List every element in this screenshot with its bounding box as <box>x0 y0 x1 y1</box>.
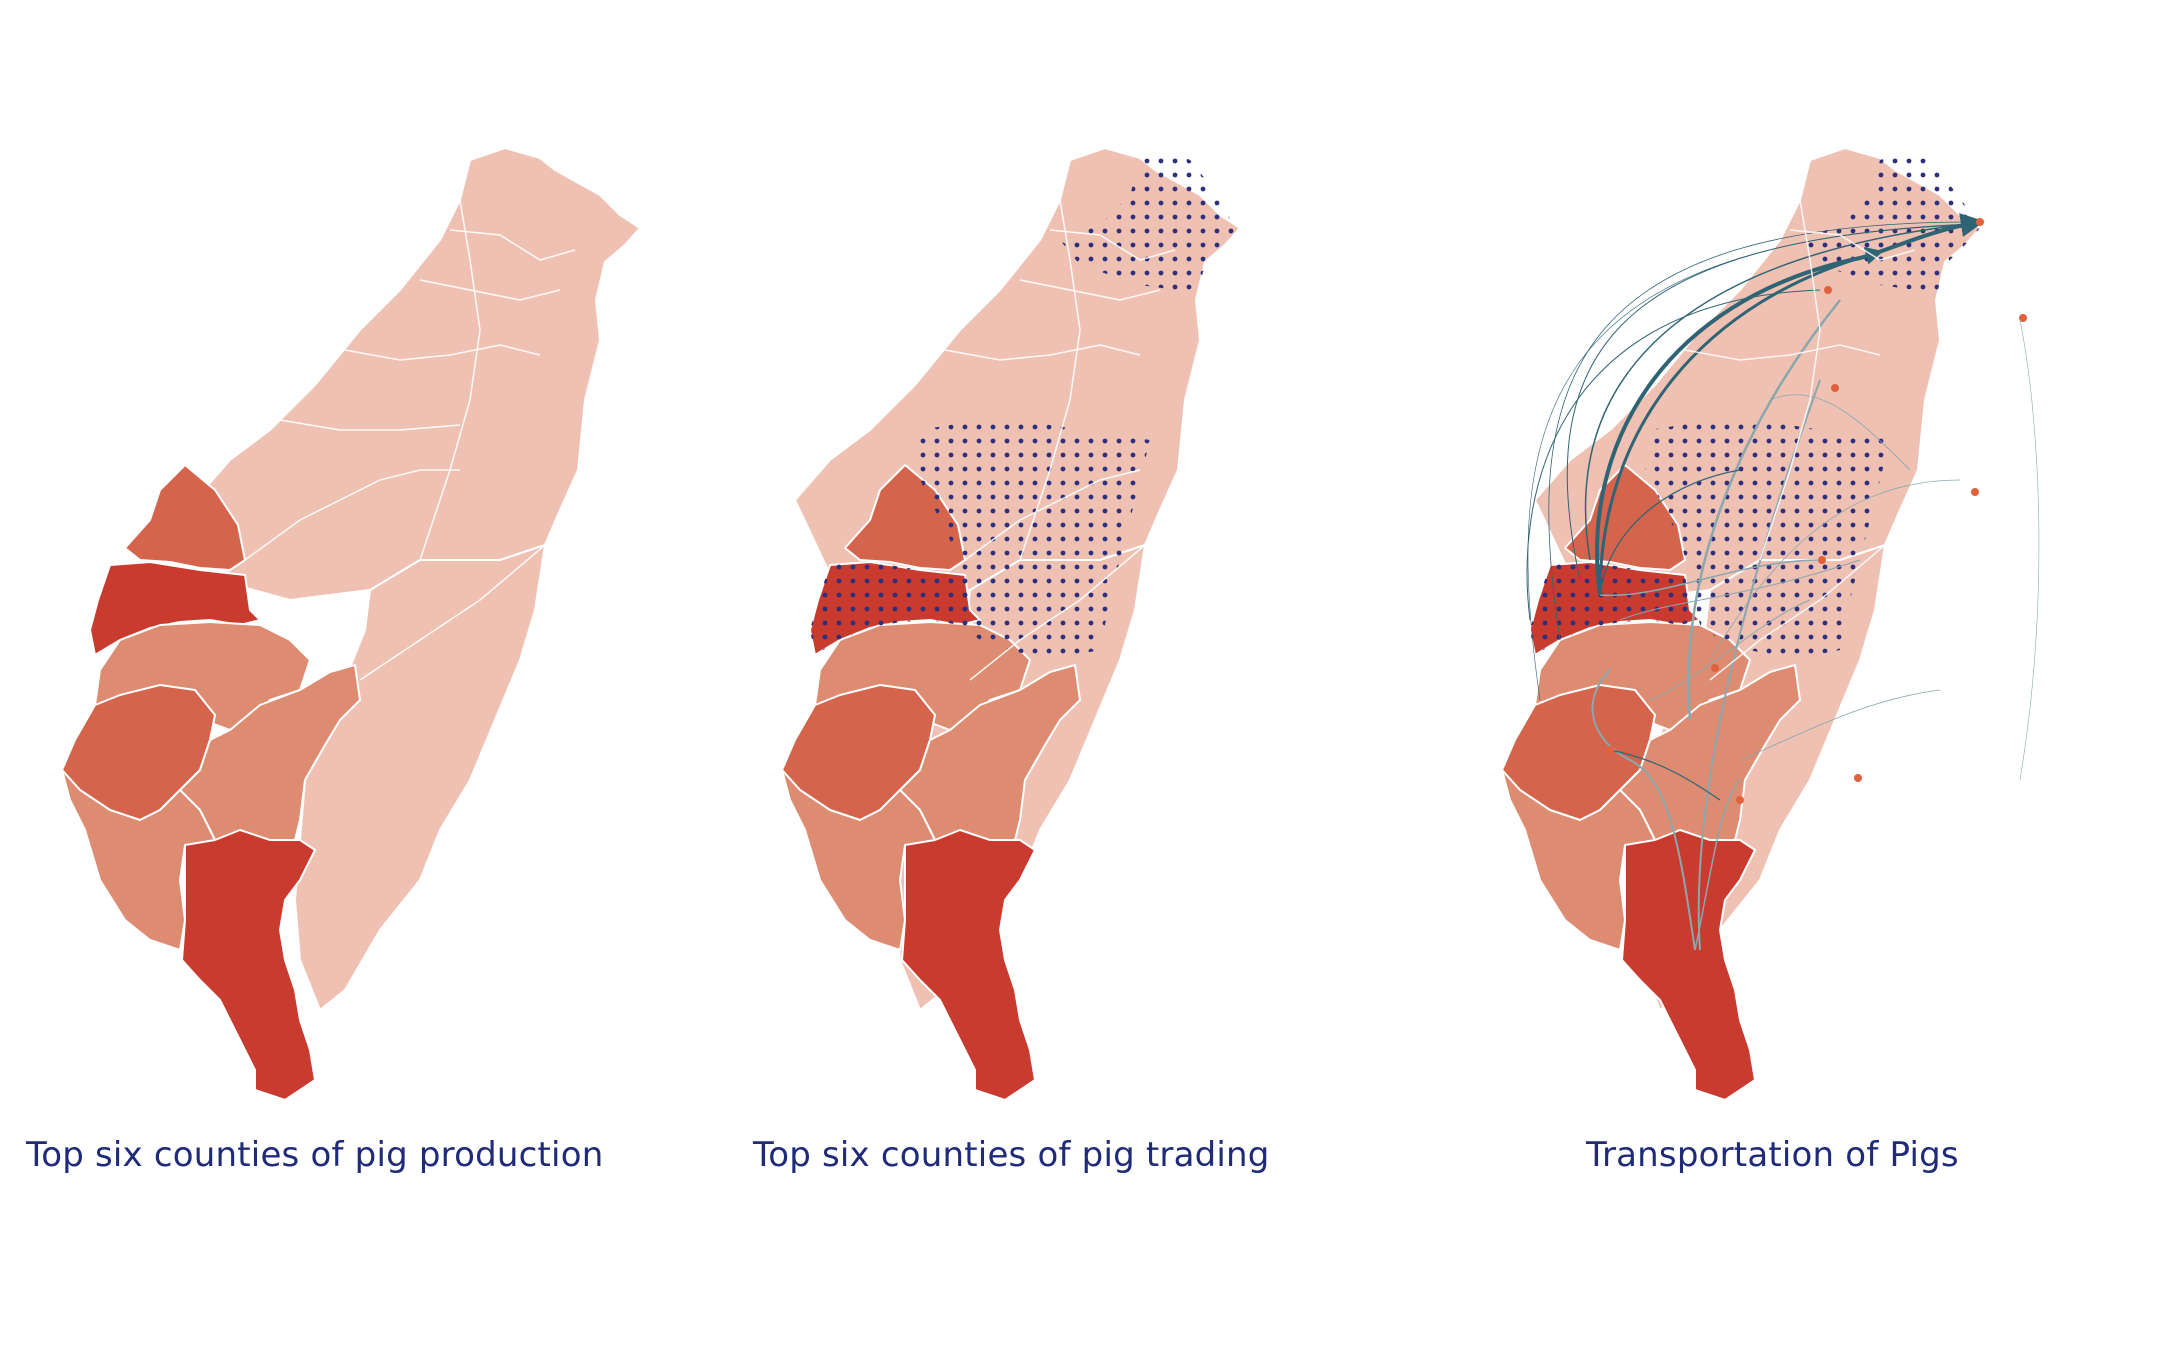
map-panel-transportation: Transportation of Pigs <box>1440 0 2160 1350</box>
map-caption-transportation: Transportation of Pigs <box>1586 1135 1959 1175</box>
region-east <box>294 544 546 1011</box>
taiwan-map-transportation <box>1501 147 2040 1101</box>
transport-flow-lines <box>1526 213 2040 951</box>
map-panel-trading: Top six counties of pig trading <box>720 0 1440 1350</box>
trading-dot-overlay <box>810 150 1240 660</box>
transport-nodes <box>1606 218 2027 804</box>
county-b <box>89 561 261 656</box>
region-north <box>194 147 641 601</box>
county-g <box>1621 829 1756 1101</box>
county-g <box>901 829 1036 1101</box>
map-caption-production: Top six counties of pig production <box>26 1135 604 1175</box>
county-g <box>181 829 316 1101</box>
taiwan-map-trading <box>781 147 1241 1101</box>
map-caption-trading: Top six counties of pig trading <box>753 1135 1270 1175</box>
taiwan-map-production <box>61 147 641 1101</box>
county-a <box>124 464 246 571</box>
map-panel-production: Top six counties of pig production <box>0 0 720 1350</box>
